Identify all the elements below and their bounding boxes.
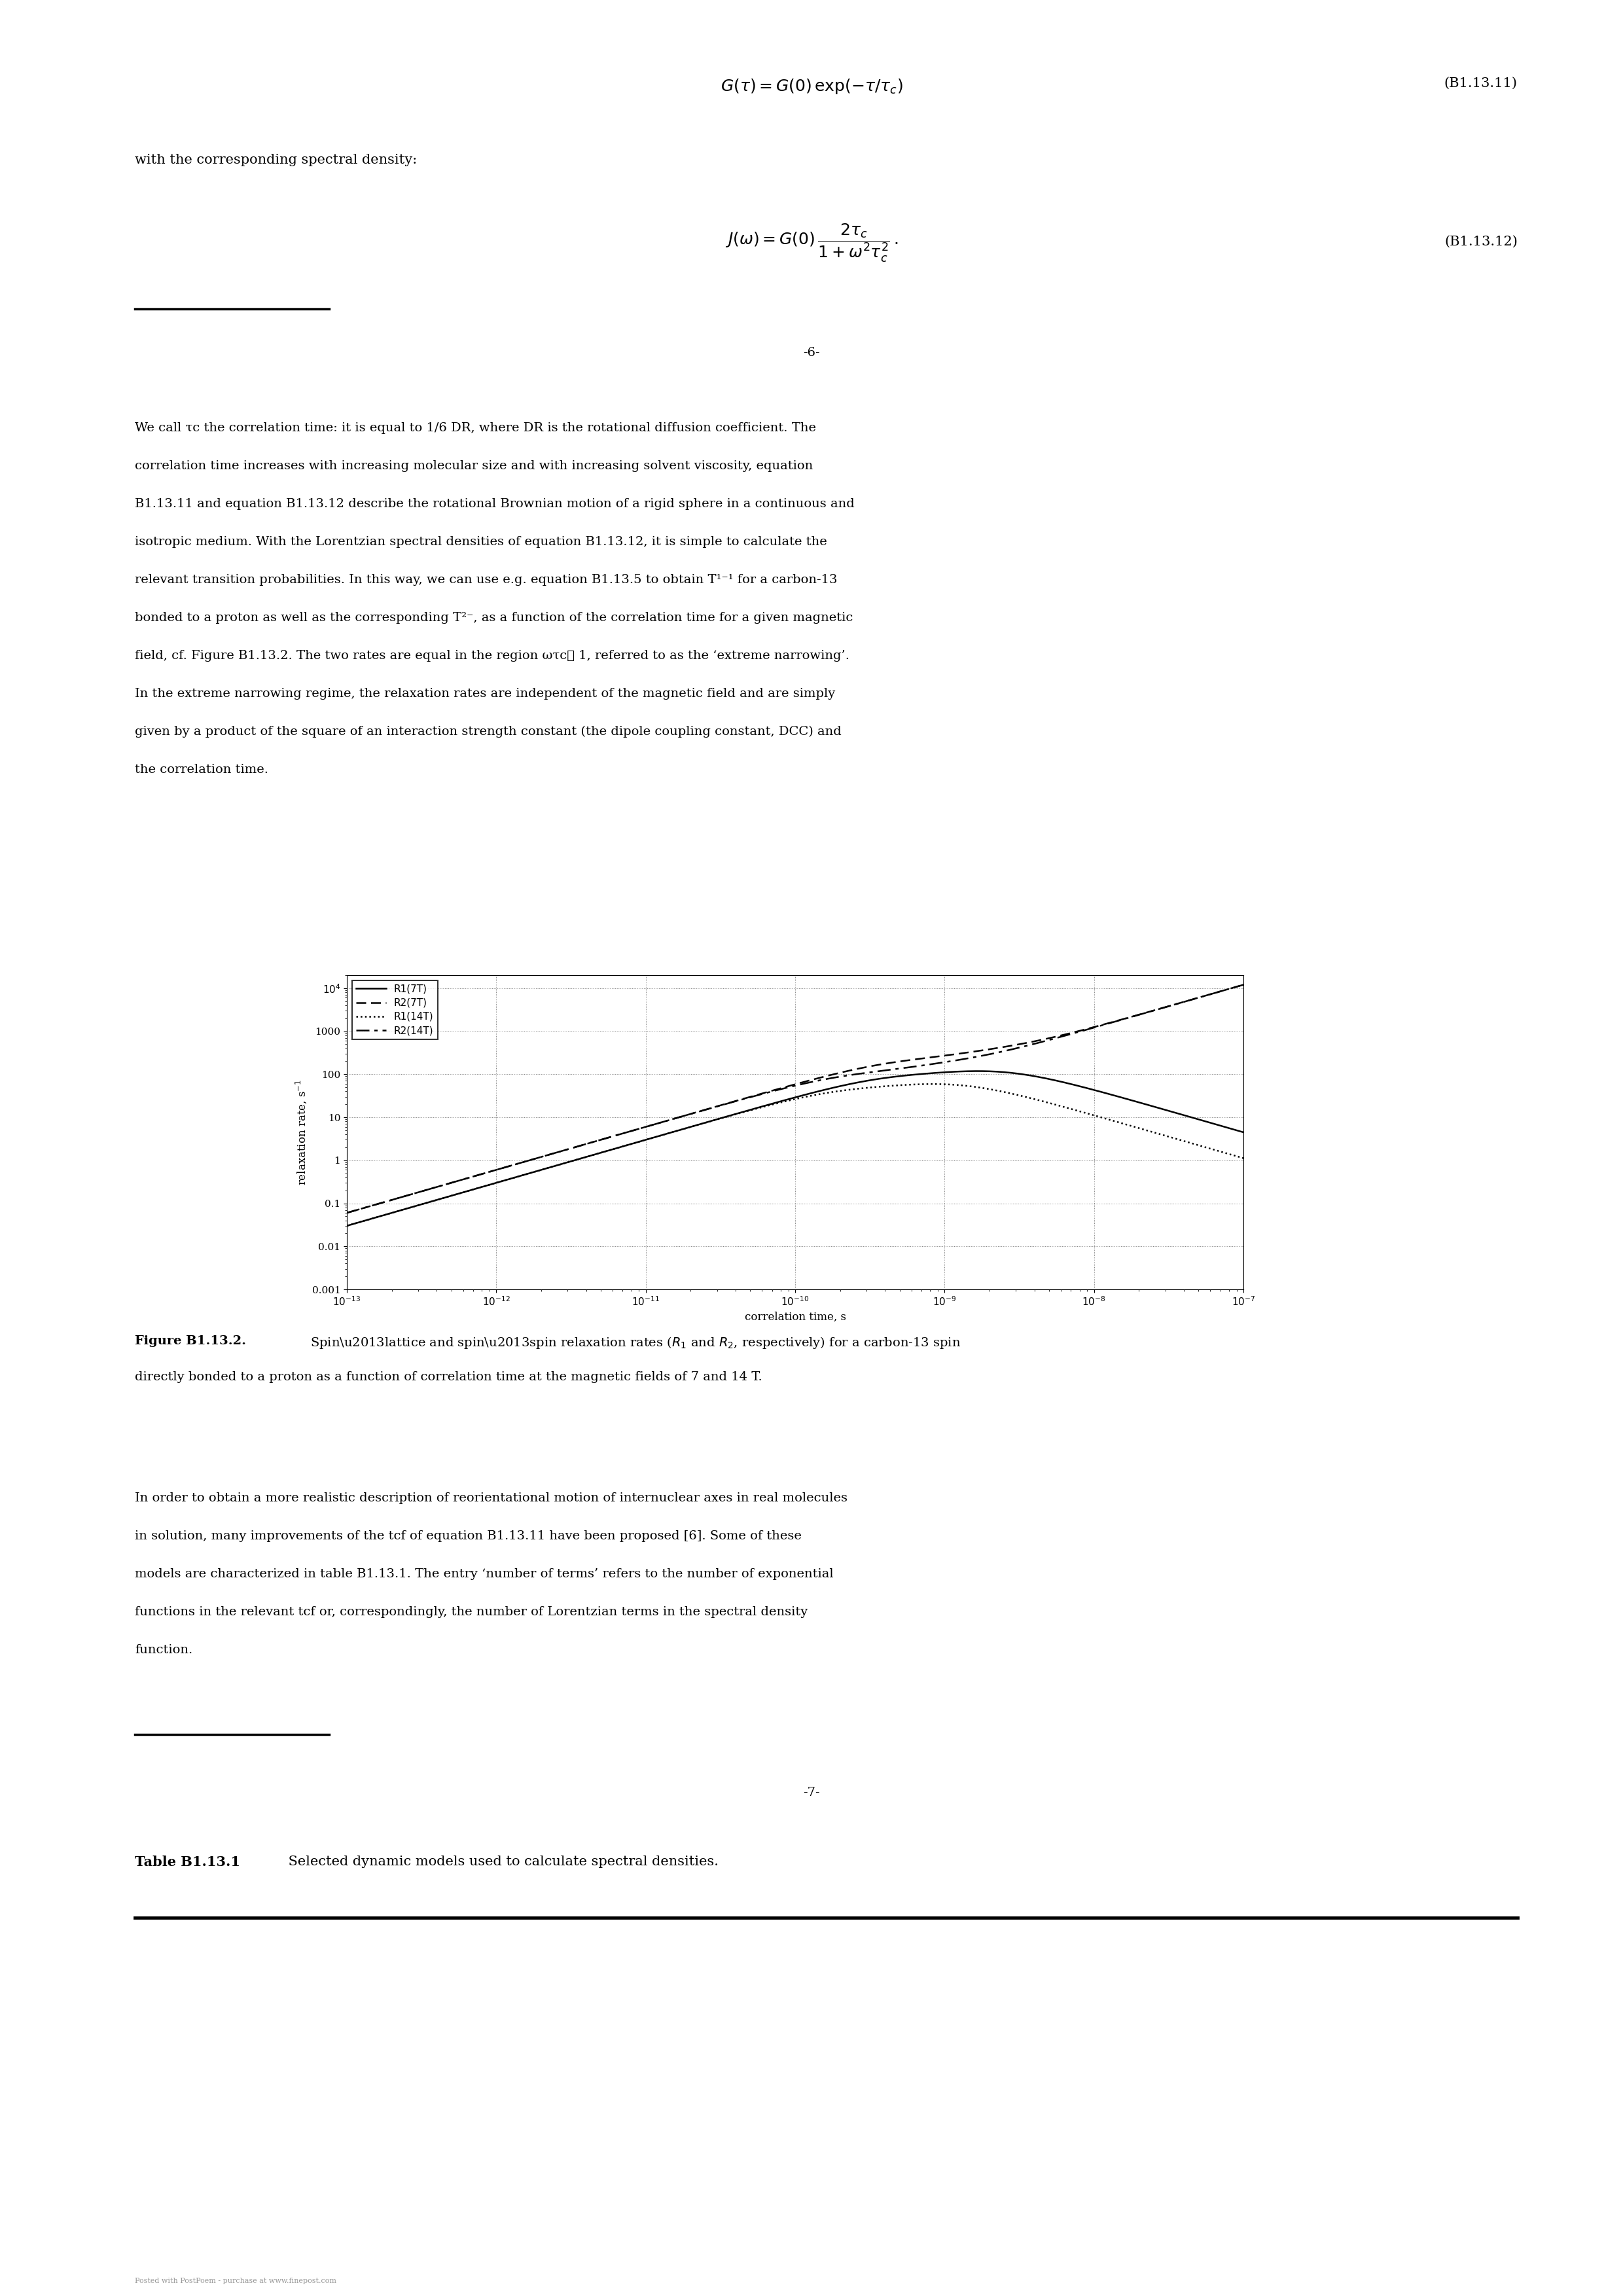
- R1(7T): [383, 1199, 403, 1226]
- Text: field, cf. Figure B1.13.2. The two rates are equal in the region ωτc≪ 1, referre: field, cf. Figure B1.13.2. The two rates…: [135, 650, 849, 661]
- Line: R1(14T): R1(14T): [347, 1084, 1243, 1226]
- Text: In the extreme narrowing regime, the relaxation rates are independent of the mag: In the extreme narrowing regime, the rel…: [135, 689, 836, 700]
- R2(7T): [338, 1199, 357, 1226]
- R1(14T): [923, 1070, 943, 1097]
- Text: directly bonded to a proton as a function of correlation time at the magnetic fi: directly bonded to a proton as a functio…: [135, 1371, 763, 1382]
- Line: R2(14T): R2(14T): [347, 985, 1243, 1212]
- Text: -6-: -6-: [803, 347, 820, 358]
- R2(14T): [1208, 978, 1227, 1006]
- R2(7T): [1208, 978, 1227, 1006]
- Text: Figure B1.13.2.: Figure B1.13.2.: [135, 1336, 247, 1348]
- Text: $J(\omega) = G(0)\,\dfrac{2\tau_c}{1 + \omega^2\tau_c^2}\,.$: $J(\omega) = G(0)\,\dfrac{2\tau_c}{1 + \…: [725, 223, 898, 264]
- Legend: R1(7T), R2(7T), R1(14T), R2(14T): R1(7T), R2(7T), R1(14T), R2(14T): [352, 980, 438, 1040]
- R2(7T): [773, 1075, 792, 1102]
- R1(7T): [1208, 1111, 1227, 1139]
- R1(14T): [383, 1199, 403, 1226]
- R1(14T): [1044, 1091, 1063, 1118]
- R1(14T): [773, 1088, 792, 1116]
- Text: -7-: -7-: [803, 1786, 820, 1798]
- R2(7T): [1044, 1024, 1063, 1052]
- Text: B1.13.11 and equation B1.13.12 describe the rotational Brownian motion of a rigi: B1.13.11 and equation B1.13.12 describe …: [135, 498, 854, 510]
- Text: the correlation time.: the correlation time.: [135, 765, 268, 776]
- R1(14T): [1233, 1143, 1253, 1171]
- Text: Selected dynamic models used to calculate spectral densities.: Selected dynamic models used to calculat…: [284, 1855, 719, 1869]
- R2(14T): [750, 1081, 769, 1109]
- Text: $G(\tau) = G(0)\,\exp(-\tau/\tau_c)$: $G(\tau) = G(0)\,\exp(-\tau/\tau_c)$: [721, 78, 902, 96]
- Text: correlation time increases with increasing molecular size and with increasing so: correlation time increases with increasi…: [135, 459, 813, 473]
- Text: in solution, many improvements of the tcf of equation B1.13.11 have been propose: in solution, many improvements of the tc…: [135, 1529, 802, 1543]
- R1(14T): [1208, 1137, 1227, 1164]
- Text: function.: function.: [135, 1644, 193, 1655]
- R1(14T): [750, 1095, 769, 1123]
- R2(14T): [773, 1075, 792, 1102]
- R2(14T): [338, 1199, 357, 1226]
- Text: isotropic medium. With the Lorentzian spectral densities of equation B1.13.12, i: isotropic medium. With the Lorentzian sp…: [135, 535, 828, 549]
- Line: R1(7T): R1(7T): [347, 1072, 1243, 1226]
- Text: with the corresponding spectral density:: with the corresponding spectral density:: [135, 154, 417, 165]
- Text: Spin\u2013lattice and spin\u2013spin relaxation rates ($R_1$ and $R_2$, respecti: Spin\u2013lattice and spin\u2013spin rel…: [310, 1336, 961, 1350]
- R1(14T): [1208, 1137, 1227, 1164]
- Text: functions in the relevant tcf or, correspondingly, the number of Lorentzian term: functions in the relevant tcf or, corres…: [135, 1607, 808, 1619]
- X-axis label: correlation time, s: correlation time, s: [745, 1311, 846, 1322]
- R2(14T): [1044, 1026, 1063, 1054]
- Text: (B1.13.12): (B1.13.12): [1444, 236, 1518, 248]
- Text: models are characterized in table B1.13.1. The entry ‘number of terms’ refers to: models are characterized in table B1.13.…: [135, 1568, 833, 1580]
- R1(7T): [969, 1058, 988, 1086]
- R2(14T): [383, 1187, 403, 1215]
- R1(7T): [1044, 1065, 1063, 1093]
- R2(14T): [1233, 971, 1253, 999]
- Text: (B1.13.11): (B1.13.11): [1444, 78, 1518, 90]
- Text: relevant transition probabilities. In this way, we can use e.g. equation B1.13.5: relevant transition probabilities. In th…: [135, 574, 837, 585]
- R1(7T): [773, 1086, 792, 1114]
- Text: Posted with PostPoem - purchase at www.finepost.com: Posted with PostPoem - purchase at www.f…: [135, 2278, 336, 2285]
- Text: Table B1.13.1: Table B1.13.1: [135, 1855, 240, 1869]
- Text: In order to obtain a more realistic description of reorientational motion of int: In order to obtain a more realistic desc…: [135, 1492, 847, 1504]
- R1(7T): [1233, 1118, 1253, 1146]
- R2(7T): [1208, 978, 1227, 1006]
- R2(14T): [1208, 978, 1227, 1006]
- R1(7T): [338, 1212, 357, 1240]
- R1(7T): [1208, 1111, 1227, 1139]
- R2(7T): [1233, 971, 1253, 999]
- Y-axis label: relaxation rate, s$^{-1}$: relaxation rate, s$^{-1}$: [294, 1079, 308, 1185]
- Text: bonded to a proton as well as the corresponding T²⁻, as a function of the correl: bonded to a proton as well as the corres…: [135, 613, 852, 625]
- Text: We call τc the correlation time: it is equal to 1/6 DR, where DR is the rotation: We call τc the correlation time: it is e…: [135, 422, 816, 434]
- Text: given by a product of the square of an interaction strength constant (the dipole: given by a product of the square of an i…: [135, 726, 841, 737]
- Line: R2(7T): R2(7T): [347, 985, 1243, 1212]
- R1(7T): [750, 1093, 769, 1120]
- R2(7T): [750, 1081, 769, 1109]
- R2(7T): [383, 1187, 403, 1215]
- R1(14T): [338, 1212, 357, 1240]
